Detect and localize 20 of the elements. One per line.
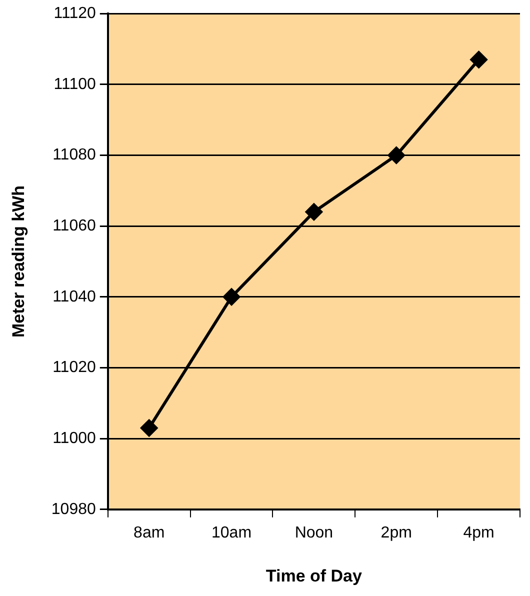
point xyxy=(223,288,240,306)
point xyxy=(305,203,322,220)
x-axis-title: Time of Day xyxy=(266,566,363,586)
point xyxy=(140,419,158,436)
y-tick-label: 11040 xyxy=(52,288,96,306)
y-tick-label: 11020 xyxy=(52,359,96,376)
point xyxy=(388,146,405,164)
y-tick-label: 11080 xyxy=(52,146,96,164)
x-tick-label: 2pm xyxy=(380,524,412,542)
y-tick-label: 11120 xyxy=(54,5,96,22)
x-tick-label: Noon xyxy=(294,524,334,542)
x-tick-label: 10am xyxy=(212,524,252,542)
y-axis-title: Meter reading kWh xyxy=(8,185,28,338)
y-tick-label: 11000 xyxy=(52,430,96,447)
y-tick-label: 10980 xyxy=(51,500,96,518)
x-tick-label: 4pm xyxy=(463,524,494,542)
point xyxy=(470,51,488,68)
y-tick-label: 11100 xyxy=(54,76,96,93)
x-tick-label: 8am xyxy=(134,524,165,542)
y-tick-label: 11060 xyxy=(52,217,96,234)
